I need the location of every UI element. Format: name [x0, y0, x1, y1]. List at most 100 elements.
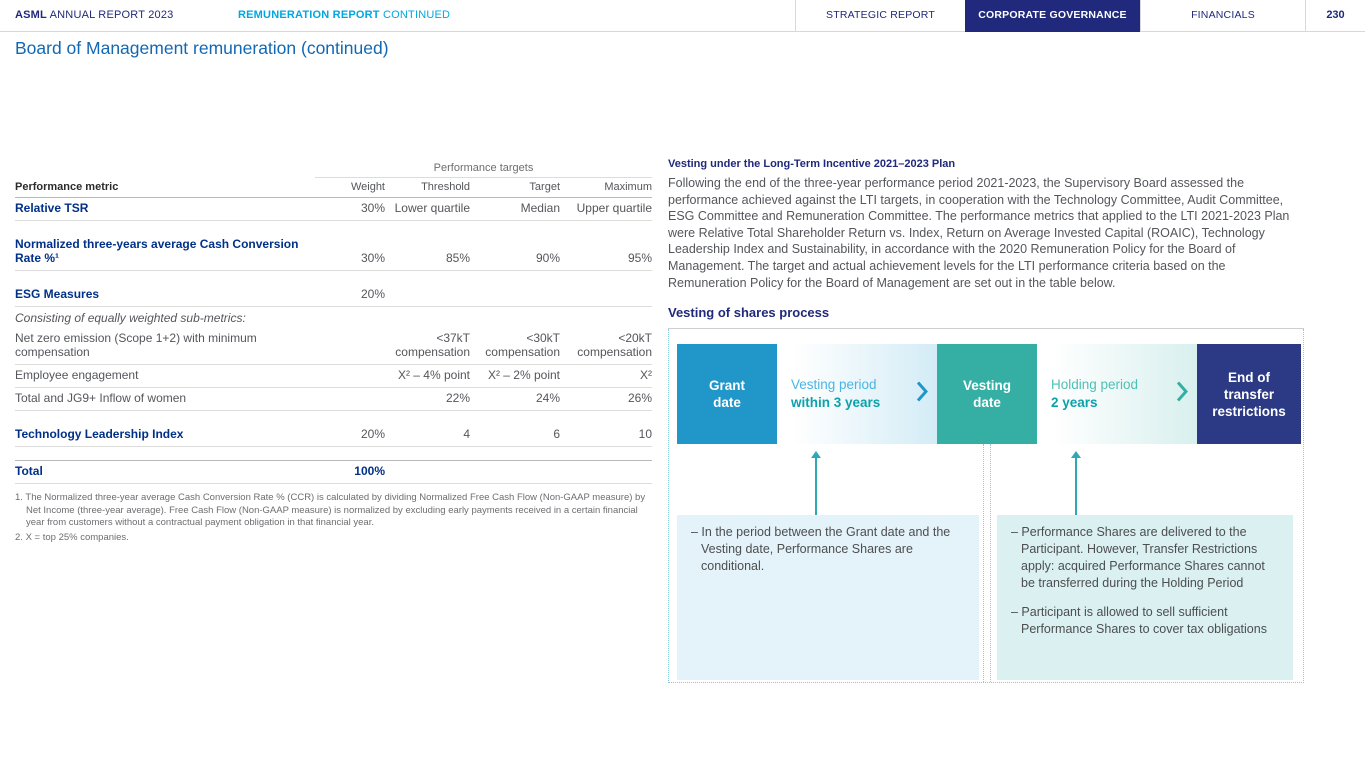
vesting-date-label: Vesting — [962, 378, 1011, 394]
chevron-right-icon — [1175, 380, 1189, 409]
weight-cell: 30% — [315, 248, 385, 271]
up-arrow — [811, 451, 821, 516]
table-row: Employee engagement X² – 4% point X² – 2… — [15, 365, 652, 388]
threshold-cell: Lower quartile — [385, 198, 470, 221]
column-header-metric: Performance metric — [15, 178, 315, 198]
table-total-row: Total 100% — [15, 460, 652, 484]
vesting-paragraph: Following the end of the three-year perf… — [668, 176, 1290, 290]
footnote: 1. The Normalized three-year average Cas… — [15, 492, 652, 530]
metric-cell: Employee engagement — [15, 365, 315, 388]
holding-period-label: Holding period — [1051, 377, 1139, 393]
table-spacer — [15, 411, 652, 424]
holding-period-duration: 2 years — [1051, 395, 1098, 411]
section-label: REMUNERATION REPORT CONTINUED — [238, 0, 450, 31]
weight-cell: 100% — [315, 461, 385, 484]
table-row: ESG Measures 20% — [15, 284, 652, 307]
weight-cell: 30% — [315, 198, 385, 221]
arrow-line — [815, 458, 817, 516]
maximum-cell: 95% — [560, 248, 652, 271]
maximum-cell: Upper quartile — [560, 198, 652, 221]
tab-corporate-governance[interactable]: CORPORATE GOVERNANCE — [965, 0, 1140, 32]
maximum-cell: X² — [560, 365, 652, 388]
vesting-section: Vesting under the Long-Term Incentive 20… — [668, 158, 1304, 684]
end-restrictions-box: End of transfer restrictions — [1197, 344, 1301, 445]
note-text: – Participant is allowed to sell suffici… — [1011, 605, 1267, 637]
page-title: Board of Management remuneration (contin… — [15, 38, 389, 58]
vesting-date-label: date — [973, 395, 1001, 411]
footnote-marker: 2. — [15, 531, 23, 543]
chevron-right-icon — [915, 380, 929, 409]
dotted-divider — [983, 444, 984, 683]
column-header-threshold: Threshold — [385, 178, 470, 198]
dotted-divider — [990, 444, 991, 683]
vesting-period-duration: within 3 years — [791, 395, 881, 411]
column-header-target: Target — [470, 178, 560, 198]
maximum-cell: 10 — [560, 424, 652, 447]
table-spacer — [15, 447, 652, 460]
threshold-cell — [385, 475, 470, 484]
table-header-row: Performance metric Weight Threshold Targ… — [15, 178, 652, 198]
up-arrow — [1071, 451, 1081, 516]
brand-subtitle: ANNUAL REPORT 2023 — [49, 9, 174, 21]
sub-metrics-note: Consisting of equally weighted sub-metri… — [15, 311, 246, 325]
vesting-period-box: Vesting period within 3 years — [777, 344, 937, 445]
metric-cell: Net zero emission (Scope 1+2) with minim… — [15, 328, 315, 365]
section-divider — [668, 328, 1304, 330]
threshold-cell: 22% — [385, 388, 470, 411]
section-title: REMUNERATION REPORT — [238, 9, 380, 21]
table-group-header-row: Performance targets — [15, 160, 652, 178]
group-header-spacer — [15, 160, 315, 178]
holding-period-note: – Performance Shares are delivered to th… — [997, 515, 1293, 681]
target-cell — [470, 298, 560, 307]
table-row: Relative TSR 30% Lower quartile Median U… — [15, 198, 652, 221]
table-row: Technology Leadership Index 20% 4 6 10 — [15, 424, 652, 447]
maximum-cell — [560, 475, 652, 484]
vesting-flow-bar: Grant date Vesting period within 3 years… — [677, 344, 1301, 445]
report-tabs: STRATEGIC REPORT CORPORATE GOVERNANCE FI… — [795, 0, 1365, 32]
vesting-heading: Vesting under the Long-Term Incentive 20… — [668, 158, 956, 170]
holding-period-box: Holding period 2 years — [1037, 344, 1197, 445]
threshold-cell — [385, 298, 470, 307]
metric-cell: Total and JG9+ Inflow of women — [15, 388, 315, 411]
target-cell: Median — [470, 198, 560, 221]
end-restrictions-label: End of — [1228, 369, 1270, 385]
target-cell: 90% — [470, 248, 560, 271]
arrow-head-icon — [1071, 451, 1081, 459]
grant-date-label: date — [713, 395, 741, 411]
grant-period-note: – In the period between the Grant date a… — [677, 515, 979, 681]
performance-targets-table: Performance targets Performance metric W… — [15, 160, 652, 546]
metric-cell: Technology Leadership Index — [15, 424, 315, 447]
note-text: – In the period between the Grant date a… — [691, 525, 951, 574]
tab-strategic-report[interactable]: STRATEGIC REPORT — [795, 0, 965, 31]
report-brand: ASML ANNUAL REPORT 2023 — [15, 0, 173, 31]
footnote-marker: 1. — [15, 492, 23, 503]
weight-cell — [315, 379, 385, 388]
vesting-subheading: Vesting of shares process — [668, 305, 830, 321]
tab-financials[interactable]: FINANCIALS — [1140, 0, 1305, 31]
metric-cell: ESG Measures — [15, 284, 315, 307]
maximum-cell — [560, 298, 652, 307]
section-continued: CONTINUED — [382, 9, 451, 21]
table-row: Net zero emission (Scope 1+2) with minim… — [15, 328, 652, 365]
metric-cell: Relative TSR — [15, 198, 315, 221]
top-navigation-bar: ASML ANNUAL REPORT 2023 REMUNERATION REP… — [0, 0, 1365, 32]
arrow-head-icon — [811, 451, 821, 459]
vesting-period-label: Vesting period — [791, 377, 877, 393]
target-cell: 24% — [470, 388, 560, 411]
threshold-cell: 4 — [385, 424, 470, 447]
maximum-cell: 26% — [560, 388, 652, 411]
table-row: Total and JG9+ Inflow of women 22% 24% 2… — [15, 388, 652, 411]
table-row: Normalized three-years average Cash Conv… — [15, 234, 652, 271]
page-number: 230 — [1305, 0, 1365, 31]
group-header: Performance targets — [315, 160, 652, 178]
target-cell: <30kT compensation — [470, 328, 560, 365]
weight-cell: 20% — [315, 424, 385, 447]
column-header-maximum: Maximum — [560, 178, 652, 198]
weight-cell: 20% — [315, 284, 385, 307]
threshold-cell: X² – 4% point — [385, 365, 470, 388]
target-cell: X² – 2% point — [470, 365, 560, 388]
arrow-line — [1075, 458, 1077, 516]
target-cell — [470, 475, 560, 484]
grant-date-label: Grant — [708, 378, 745, 394]
footnote-text: X = top 25% companies. — [25, 531, 129, 543]
